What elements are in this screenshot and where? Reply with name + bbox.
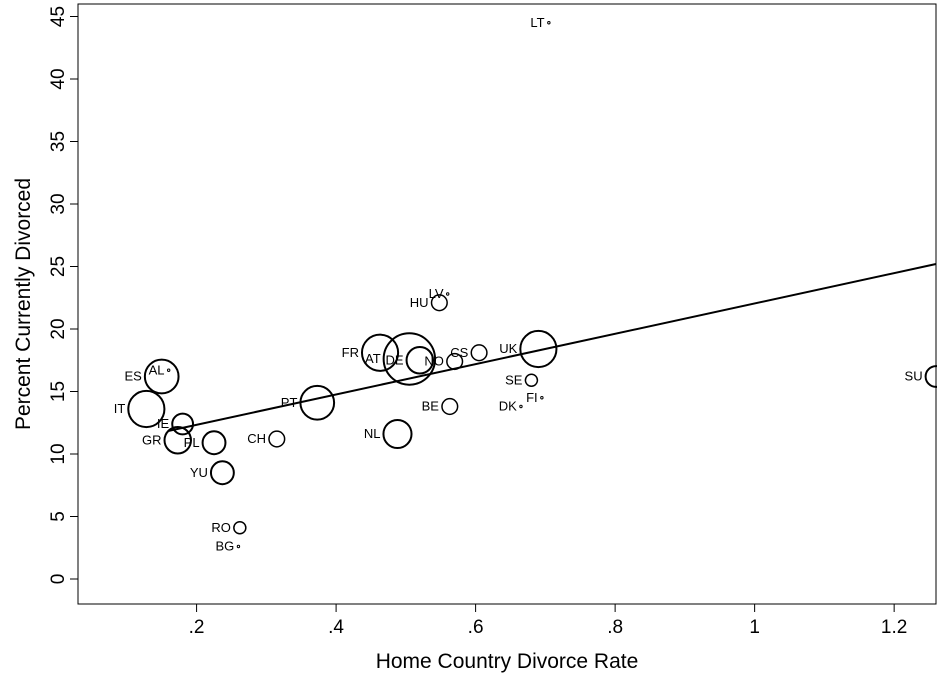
data-point (382, 332, 437, 386)
data-point (547, 21, 551, 25)
plot-border (77, 3, 937, 605)
point-label: PL (184, 435, 200, 450)
data-point (519, 404, 523, 409)
y-tick-label: 45 (48, 6, 69, 27)
data-point (171, 412, 195, 436)
point-label: IT (114, 401, 126, 416)
data-point (233, 521, 247, 535)
point-label: AL (149, 362, 165, 377)
x-axis-title: Home Country Divorce Rate (376, 650, 639, 673)
data-point (405, 346, 435, 375)
y-axis: 0 5 10 15 20 25 30 35 40 45 (48, 6, 78, 584)
x-axis: .2 .4 .6 .8 1 1.2 (189, 604, 907, 638)
point-label: SU (905, 369, 923, 384)
y-axis-title: Percent Currently Divorced (12, 178, 35, 430)
point-label: AT (365, 351, 381, 366)
point-label: NL (364, 426, 381, 441)
y-tick-label: 35 (48, 131, 69, 152)
point-label: BE (422, 399, 440, 414)
point-label: YU (190, 465, 208, 480)
data-point (143, 358, 180, 395)
data-point (163, 426, 192, 455)
data-point (127, 389, 166, 429)
y-tick-label: 5 (48, 511, 69, 522)
data-point (360, 333, 400, 372)
data-point (519, 329, 558, 369)
point-label: FI (526, 390, 538, 405)
data-point (430, 294, 448, 312)
data-point (166, 368, 171, 372)
y-tick-label: 40 (48, 68, 69, 89)
data-point (441, 397, 459, 416)
data-point (540, 396, 544, 400)
y-tick-label: 10 (48, 443, 69, 464)
y-tick-label: 20 (48, 318, 69, 339)
fit-line-group (168, 263, 937, 432)
data-points (127, 21, 937, 549)
y-tick-label: 0 (48, 574, 69, 585)
y-tick-label: 30 (48, 193, 69, 214)
point-label: ES (125, 369, 143, 384)
point-label: LV (429, 286, 444, 301)
data-point (470, 344, 488, 362)
data-point (446, 352, 464, 371)
point-label: DK (499, 399, 517, 414)
data-point (201, 430, 227, 456)
y-tick-label: 15 (48, 381, 69, 402)
data-point (236, 544, 241, 549)
point-label: UK (499, 341, 517, 356)
x-tick-label: .2 (189, 617, 205, 638)
x-tick-label: .6 (468, 617, 484, 638)
x-tick-label: .8 (607, 617, 623, 638)
point-label: DE (386, 352, 404, 367)
point-label: NO (424, 354, 444, 369)
x-tick-label: 1 (749, 617, 760, 638)
y-tick-label: 25 (48, 256, 69, 277)
point-label: HU (410, 295, 429, 310)
point-label: PT (281, 395, 298, 410)
point-label: CH (247, 431, 266, 446)
data-point (524, 373, 539, 387)
data-point (924, 365, 937, 388)
point-label: RO (211, 520, 231, 535)
data-point (268, 430, 286, 448)
x-tick-label: 1.2 (881, 617, 907, 638)
plot-frame (77, 3, 937, 605)
data-point (446, 292, 450, 296)
fit-line (168, 263, 937, 432)
point-label: CS (450, 345, 468, 360)
point-label: SE (505, 372, 523, 387)
point-label: IE (157, 416, 170, 431)
data-point (299, 384, 336, 421)
x-tick-label: .4 (328, 617, 344, 638)
point-label: LT (530, 15, 544, 30)
point-label: FR (342, 345, 359, 360)
data-point (382, 418, 413, 450)
point-label: GR (142, 432, 162, 447)
point-label: BG (215, 539, 234, 554)
data-point (209, 460, 235, 486)
